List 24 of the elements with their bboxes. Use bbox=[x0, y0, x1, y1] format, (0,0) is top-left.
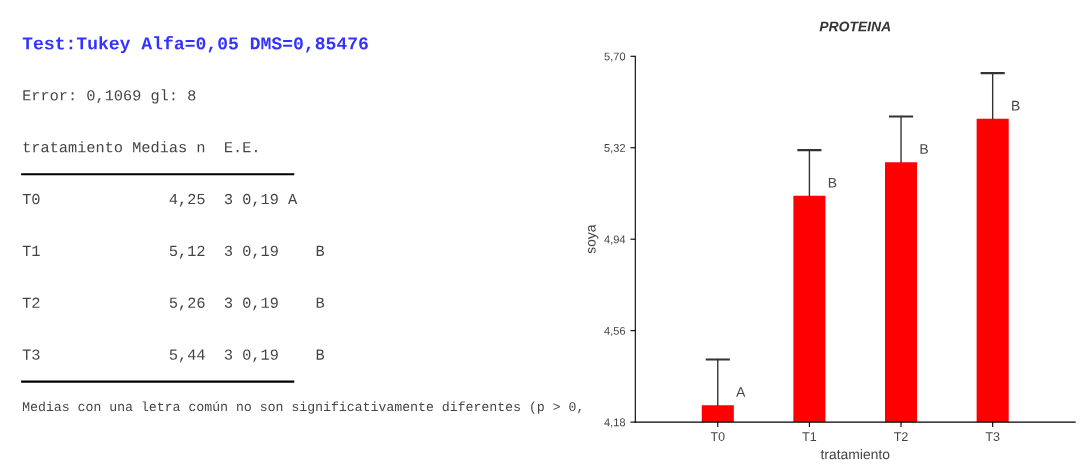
annotation: B bbox=[828, 177, 837, 188]
y-tick-label: 4,18 bbox=[604, 418, 626, 428]
x-tick-label: T0 bbox=[710, 432, 725, 441]
text: T1 5,12 3 0,19 B bbox=[22, 245, 325, 259]
x-tick-label: T3 bbox=[985, 432, 1000, 441]
text: Error: 0,1069 gl: 8 bbox=[23, 89, 196, 104]
text: Medias con una letra común no son significativamente diferentes (p > 0, bbox=[22, 401, 581, 414]
annotation: A bbox=[736, 387, 746, 397]
annotation: B bbox=[1012, 100, 1020, 111]
text: T0 4,25 3 0,19 A bbox=[22, 193, 298, 207]
y-tick-label: 5,32 bbox=[604, 144, 626, 154]
text: tratamiento Medias n E.E. bbox=[23, 141, 257, 153]
text: T3 5,44 3 0,19 B bbox=[22, 349, 325, 363]
chart-title: PROTEINA bbox=[819, 21, 891, 32]
y-axis-title: soya bbox=[588, 224, 599, 254]
text: Test:Tukey Alfa=0,05 DMS=0,85476 bbox=[22, 36, 368, 54]
text: T2 5,26 3 0,19 B bbox=[22, 297, 325, 311]
x-tick-label: T2 bbox=[894, 432, 908, 441]
annotation: B bbox=[920, 144, 928, 154]
x-axis-title: tratamiento bbox=[820, 449, 890, 460]
y-tick-label: 4,56 bbox=[604, 326, 626, 337]
y-tick-label: 5,70 bbox=[604, 52, 626, 62]
x-tick-label: T1 bbox=[802, 432, 817, 441]
y-tick-label: 4,94 bbox=[604, 235, 626, 245]
